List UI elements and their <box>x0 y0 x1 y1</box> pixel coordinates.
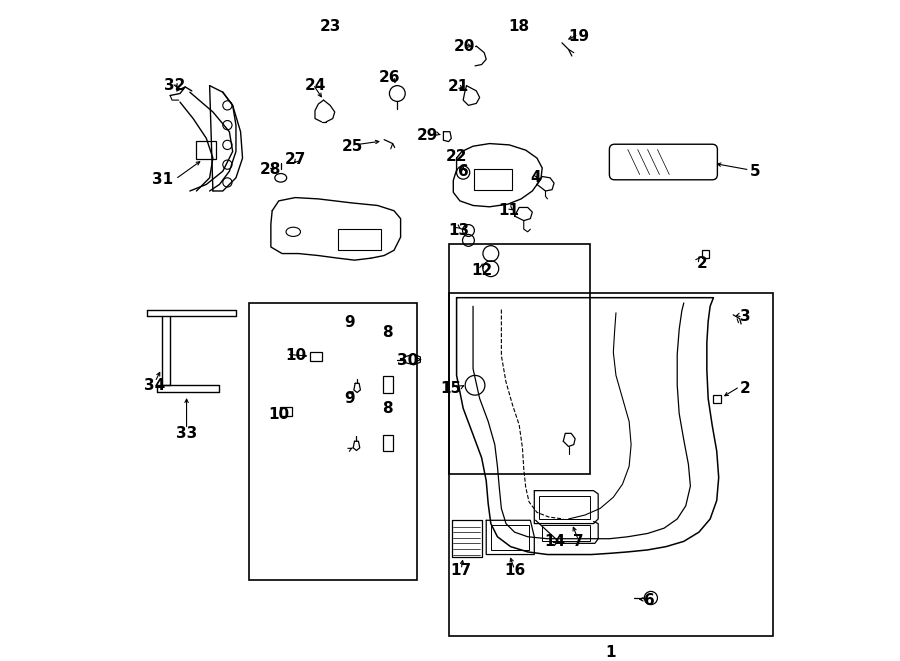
Text: 14: 14 <box>544 534 566 549</box>
Text: 21: 21 <box>447 79 469 95</box>
Text: 32: 32 <box>164 78 185 93</box>
Bar <box>310 352 322 361</box>
Text: 9: 9 <box>345 391 356 406</box>
Text: 23: 23 <box>320 19 341 34</box>
Text: 8: 8 <box>382 325 392 340</box>
Text: 2: 2 <box>697 256 707 271</box>
Bar <box>449 293 773 635</box>
Text: 27: 27 <box>284 152 306 167</box>
Text: 12: 12 <box>471 262 492 278</box>
Text: 10: 10 <box>285 348 307 363</box>
Text: 25: 25 <box>342 139 364 154</box>
Text: 29: 29 <box>417 128 438 143</box>
Text: 18: 18 <box>508 19 530 34</box>
Bar <box>702 251 709 258</box>
Text: 16: 16 <box>504 563 526 578</box>
Text: 7: 7 <box>573 534 584 549</box>
Text: 10: 10 <box>268 407 289 422</box>
Bar <box>249 303 417 580</box>
Text: 20: 20 <box>454 38 475 54</box>
Text: 6: 6 <box>458 164 469 178</box>
Bar <box>196 141 216 159</box>
Bar <box>714 395 721 403</box>
Text: 8: 8 <box>382 401 392 416</box>
Text: 22: 22 <box>446 149 467 164</box>
Text: 30: 30 <box>397 354 418 368</box>
Text: 9: 9 <box>345 315 356 330</box>
Bar <box>382 376 393 393</box>
Text: 33: 33 <box>176 426 197 441</box>
Bar <box>338 229 381 251</box>
Text: 24: 24 <box>304 78 326 93</box>
Bar <box>473 169 512 190</box>
Text: 2: 2 <box>740 381 751 396</box>
Bar <box>449 244 590 474</box>
Text: 13: 13 <box>448 223 469 238</box>
Text: 31: 31 <box>152 172 174 186</box>
Text: 4: 4 <box>530 171 541 185</box>
Bar <box>539 496 590 519</box>
Text: 3: 3 <box>740 309 751 324</box>
Bar <box>382 435 393 451</box>
Text: 1: 1 <box>606 644 616 660</box>
Text: 11: 11 <box>499 203 520 218</box>
Bar <box>491 525 529 550</box>
Text: 17: 17 <box>451 563 472 578</box>
Bar <box>280 407 292 416</box>
Text: 26: 26 <box>379 70 400 85</box>
Text: 28: 28 <box>259 163 281 177</box>
Text: 6: 6 <box>644 593 655 608</box>
Text: 15: 15 <box>441 381 462 396</box>
Text: 5: 5 <box>750 164 760 178</box>
Bar <box>542 525 590 541</box>
Text: 34: 34 <box>144 378 166 393</box>
Text: 19: 19 <box>568 28 589 44</box>
